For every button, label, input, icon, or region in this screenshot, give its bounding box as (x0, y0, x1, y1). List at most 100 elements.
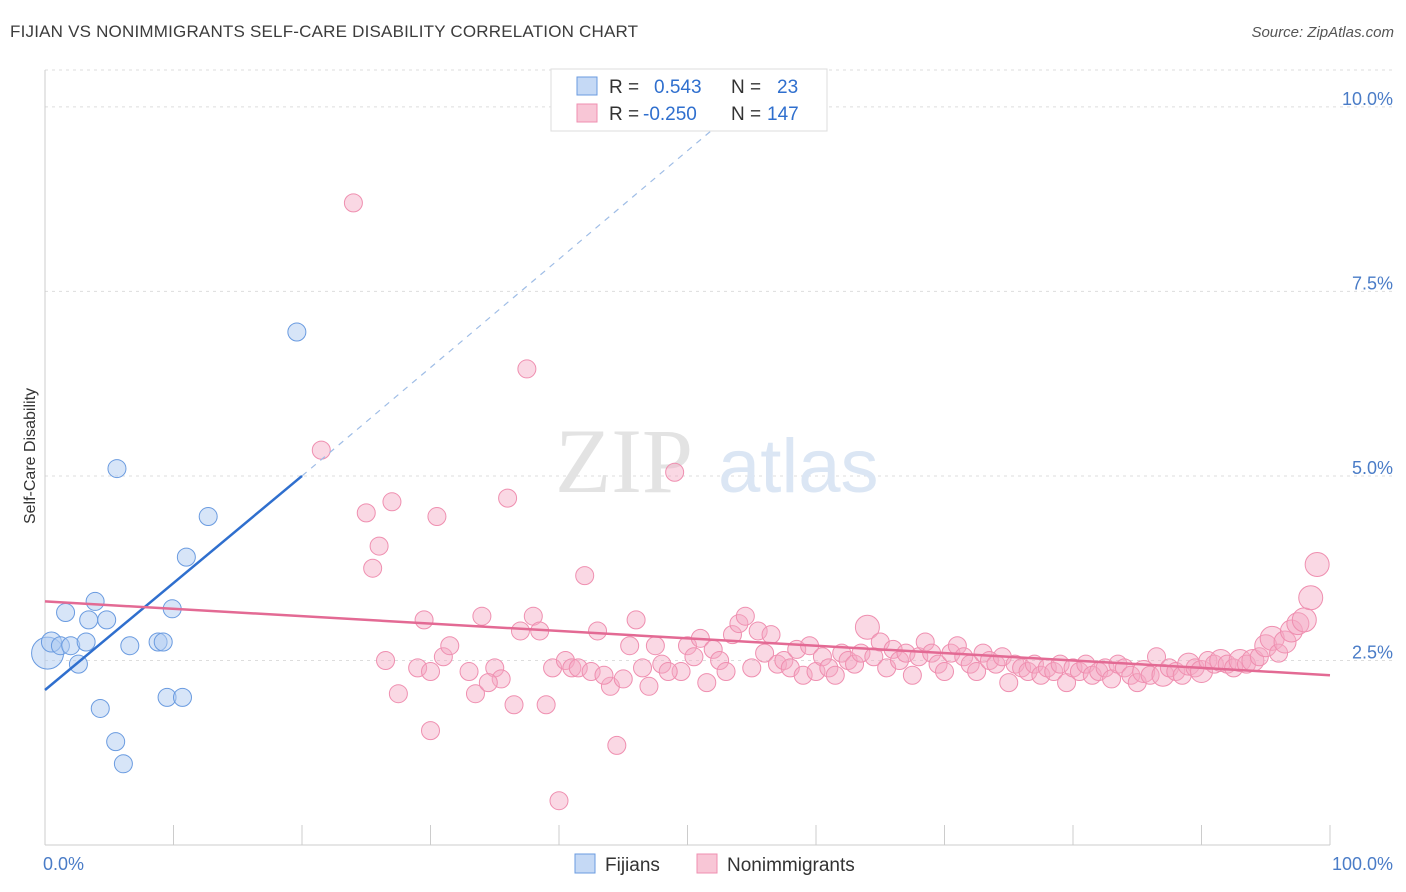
fijians-point (153, 632, 173, 652)
fijians-point (107, 459, 127, 479)
nonimmigrants-point (767, 654, 787, 674)
y-tick-label: 10.0% (1342, 89, 1393, 109)
nonimmigrants-point (710, 650, 730, 670)
nonimmigrants-point (433, 647, 453, 667)
nonimmigrants-point (1018, 662, 1038, 682)
nonimmigrants-r-label: R = (609, 104, 639, 125)
nonimmigrants-point (812, 647, 832, 667)
nonimmigrants-point (427, 507, 447, 527)
fijians-point (76, 632, 96, 652)
nonimmigrants-point (1298, 585, 1324, 611)
nonimmigrants-point (665, 462, 685, 482)
legend-nonimmigrants-label: Nonimmigrants (727, 855, 855, 876)
y-tick-labels: 2.5% 5.0% 7.5% 10.0% (1342, 89, 1393, 663)
nonimmigrants-point (459, 662, 479, 682)
x-tick-labels: 0.0% 100.0% (43, 854, 1393, 874)
nonimmigrants-point (1044, 662, 1064, 682)
axes (44, 70, 1331, 846)
y-tick-label: 2.5% (1352, 642, 1393, 662)
nonimmigrants-point (465, 684, 485, 704)
fijians-point (113, 754, 133, 774)
y-tick-label: 7.5% (1352, 273, 1393, 293)
nonimmigrants-point (536, 695, 556, 715)
fijians-points (31, 322, 307, 774)
fijians-point (79, 610, 99, 630)
fijians-trend-line (44, 474, 303, 691)
fijians-n-label: N = (731, 77, 761, 98)
nonimmigrants-point (1121, 665, 1141, 685)
nonimmigrants-point (935, 662, 954, 682)
nonimmigrants-point (902, 665, 922, 685)
nonimmigrants-point (408, 658, 428, 678)
trend-lines (44, 128, 1331, 691)
nonimmigrants-point (652, 654, 672, 674)
chart-title: FIJIAN VS NONIMMIGRANTS SELF-CARE DISABI… (10, 22, 639, 41)
nonimmigrants-point (748, 621, 768, 641)
watermark-atlas: atlas (718, 424, 879, 509)
nonimmigrants-point (633, 658, 653, 678)
nonimmigrants-point (845, 654, 865, 674)
fijians-trend-extension (301, 128, 714, 477)
nonimmigrants-point (388, 684, 408, 704)
nonimmigrants-point (1069, 662, 1089, 682)
nonimmigrants-point (742, 658, 762, 678)
nonimmigrants-point (311, 440, 331, 460)
nonimmigrants-point (999, 673, 1019, 693)
nonimmigrants-point (343, 193, 363, 213)
nonimmigrants-point (1304, 552, 1330, 578)
nonimmigrants-point (472, 606, 492, 626)
fijians-point (97, 610, 117, 630)
fijians-point (120, 636, 140, 656)
nonimmigrants-n-value: 147 (767, 104, 799, 125)
x-tick-label: 0.0% (43, 854, 84, 874)
legend-nonimmigrants-swatch (696, 853, 718, 874)
nonimmigrants-point (928, 654, 948, 674)
nonimmigrants-point (755, 643, 775, 663)
nonimmigrants-trend-line (44, 600, 1331, 677)
fijians-point (90, 698, 110, 718)
nonimmigrants-r-value: -0.250 (643, 104, 697, 125)
nonimmigrants-point (498, 488, 518, 508)
nonimmigrants-point (421, 721, 440, 741)
stats-legend: R = 0.543 N = 23 R = -0.250 N = 147 (550, 68, 828, 132)
nonimmigrants-point (620, 636, 640, 656)
nonimmigrants-point (967, 662, 987, 682)
nonimmigrants-point (645, 636, 665, 656)
nonimmigrants-point (562, 658, 582, 678)
nonimmigrants-point (594, 665, 614, 685)
nonimmigrants-point (1140, 665, 1160, 685)
nonimmigrants-points (311, 193, 1330, 811)
nonimmigrants-point (478, 673, 498, 693)
nonimmigrants-point (626, 610, 646, 630)
fijians-n-value: 23 (777, 77, 798, 98)
fijians-point (287, 322, 307, 342)
nonimmigrants-point (697, 673, 717, 693)
y-axis-label: Self-Care Disability (22, 388, 39, 524)
fijians-point (176, 547, 196, 567)
nonimmigrants-point (510, 621, 530, 641)
source-credit: Source: ZipAtlas.com (1251, 24, 1394, 41)
nonimmigrants-point (761, 625, 781, 645)
nonimmigrants-point (774, 650, 794, 670)
fijians-point (56, 603, 76, 622)
series-legend: Fijians Nonimmigrants (574, 853, 855, 876)
legend-fijians-label: Fijians (605, 855, 660, 876)
nonimmigrants-point (1291, 607, 1317, 633)
nonimmigrants-point (825, 665, 845, 685)
grid-lines (45, 69, 1392, 661)
nonimmigrants-point (735, 606, 755, 626)
nonimmigrants-point (517, 359, 537, 379)
nonimmigrants-point (575, 566, 595, 586)
nonimmigrants-point (382, 492, 402, 512)
fijians-point (198, 507, 218, 527)
nonimmigrants-point (1063, 658, 1083, 678)
nonimmigrants-point (613, 669, 633, 689)
fijians-r-value: 0.543 (654, 77, 702, 98)
nonimmigrants-point (729, 614, 749, 634)
nonimmigrants-point (819, 658, 839, 678)
nonimmigrants-n-label: N = (731, 104, 761, 125)
fijians-r-label: R = (609, 77, 639, 98)
nonimmigrants-point (607, 735, 627, 755)
nonimmigrants-point (356, 503, 376, 523)
